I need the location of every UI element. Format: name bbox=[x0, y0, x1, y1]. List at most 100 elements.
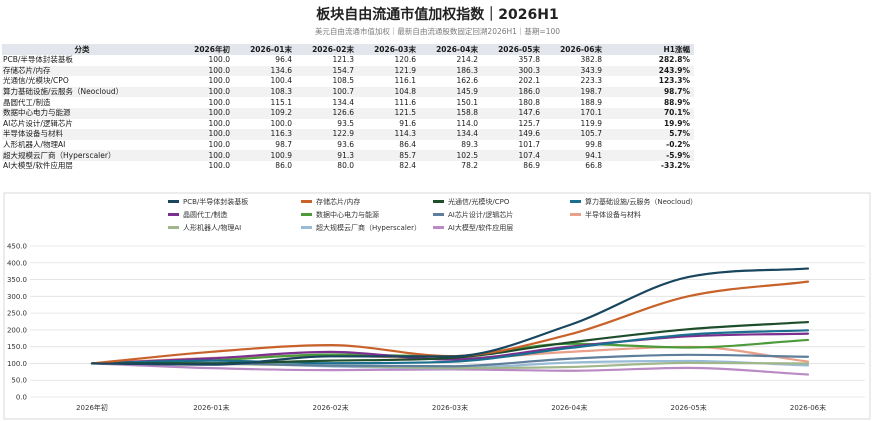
header-col-7: 2026-06末 bbox=[544, 44, 606, 55]
y-tick-label: 350.0 bbox=[7, 276, 27, 284]
x-axis: 2026年初 2026-01末 2026-02末 2026-03末 2026-04末 20… bbox=[76, 403, 826, 412]
row-value: 158.8 bbox=[420, 107, 482, 119]
row-change: 19.9% bbox=[663, 118, 690, 128]
table-row: 存储芯片/内存 100.0 134.6 154.7 121.9 186.3 300.3 343… bbox=[2, 65, 694, 77]
row-value: 85.7 bbox=[358, 150, 420, 161]
y-tick-label: 200.0 bbox=[7, 326, 27, 334]
chart-legend: PCB/半导体封装基板 存储芯片/内存 光通信/光模块/CPO 算力基础设施/云服务（… bbox=[168, 197, 697, 232]
y-tick-label: 150.0 bbox=[7, 343, 27, 351]
row-label: 人形机器人/物理AI bbox=[3, 140, 66, 150]
row-value: 343.9 bbox=[544, 65, 606, 77]
row-value: 134.4 bbox=[420, 129, 482, 140]
table-row: PCB/半导体封装基板 100.0 96.4 121.3 120.6 214.2 357.8… bbox=[2, 55, 694, 66]
row-value: 170.1 bbox=[544, 107, 606, 119]
x-tick-label: 2026-03末 bbox=[432, 403, 468, 412]
row-value: 91.3 bbox=[296, 150, 358, 161]
row-change: 243.9% bbox=[606, 65, 694, 77]
row-value: 134.6 bbox=[234, 65, 296, 77]
x-tick-label: 2026-04末 bbox=[551, 403, 587, 412]
row-value: 100.0 bbox=[208, 140, 230, 150]
y-tick-label: 100.0 bbox=[7, 360, 27, 368]
x-tick-label: 2026-01末 bbox=[193, 403, 229, 412]
row-label: AI大模型/软件应用层 bbox=[3, 161, 73, 171]
row-value: 111.6 bbox=[394, 97, 416, 107]
page-subtitle: 美元自由流通市值加权｜最新自由流通股数固定回溯2026H1｜基期=100 bbox=[314, 27, 561, 36]
row-value: 119.9 bbox=[580, 118, 602, 128]
row-value: 108.5 bbox=[332, 76, 354, 86]
x-tick-label: 2026-05末 bbox=[671, 403, 707, 412]
row-value: 100.0 bbox=[162, 107, 234, 119]
row-value: 94.1 bbox=[544, 150, 606, 161]
row-value: 101.7 bbox=[518, 140, 540, 150]
row-value: 147.6 bbox=[482, 107, 544, 119]
row-value: 149.6 bbox=[482, 129, 544, 140]
row-value: 100.0 bbox=[208, 55, 230, 65]
row-value: 102.5 bbox=[420, 150, 482, 161]
row-value: 86.4 bbox=[399, 140, 416, 150]
y-tick-label: 50.0 bbox=[11, 377, 27, 385]
row-value: 93.5 bbox=[337, 118, 354, 128]
row-value: 107.4 bbox=[482, 150, 544, 161]
table-body: PCB/半导体封装基板 100.0 96.4 121.3 120.6 214.2 357.8… bbox=[2, 55, 694, 172]
row-value: 198.7 bbox=[544, 86, 606, 98]
row-label: PCB/半导体封装基板 bbox=[3, 55, 73, 65]
row-change: -33.2% bbox=[660, 161, 690, 171]
row-change: -0.2% bbox=[666, 140, 690, 150]
row-value: 121.9 bbox=[358, 65, 420, 77]
row-value: 100.0 bbox=[208, 97, 230, 107]
header-col-3: 2026-02末 bbox=[296, 44, 358, 55]
row-label: AI芯片设计/逻辑芯片 bbox=[3, 118, 73, 128]
legend-label: 人形机器人/物理AI bbox=[183, 223, 241, 232]
row-value: 89.3 bbox=[461, 140, 478, 150]
row-value: 115.1 bbox=[270, 97, 292, 107]
x-tick-label: 2026-06末 bbox=[790, 403, 826, 412]
row-change: 282.8% bbox=[658, 55, 690, 65]
chart-grid bbox=[3, 192, 871, 420]
series-line bbox=[90, 267, 810, 366]
row-value: 145.9 bbox=[420, 86, 482, 98]
row-change: 5.7% bbox=[606, 129, 694, 140]
table-row: 数据中心电力与能源 100.0 109.2 126.6 121.5 158.8 147.6 1… bbox=[2, 107, 694, 119]
row-value: 109.2 bbox=[234, 107, 296, 119]
row-value: 66.8 bbox=[585, 161, 602, 171]
table-row: 算力基础设施/云服务（Neocloud） 100.0 108.3 100.7 104.8… bbox=[2, 86, 694, 98]
y-tick-label: 400.0 bbox=[7, 259, 27, 267]
row-value: 78.2 bbox=[461, 161, 478, 171]
row-value: 300.3 bbox=[482, 65, 544, 77]
row-value: 100.9 bbox=[234, 150, 296, 161]
header-col-4: 2026-03末 bbox=[358, 44, 420, 55]
row-value: 100.7 bbox=[296, 86, 358, 98]
table-row: 超大规模云厂商（Hyperscaler） 100.0 100.9 91.3 85.7 10… bbox=[2, 150, 694, 161]
line-chart: PCB/半导体封装基板 存储芯片/内存 光通信/光模块/CPO 算力基础设施/云服务（… bbox=[3, 192, 871, 420]
row-value: 114.3 bbox=[358, 129, 420, 140]
row-value: 116.3 bbox=[234, 129, 296, 140]
row-value: 100.0 bbox=[208, 76, 230, 86]
legend-label: AI芯片设计/逻辑芯片 bbox=[448, 210, 513, 219]
row-value: 162.6 bbox=[456, 76, 478, 86]
legend-label: 半导体设备与材料 bbox=[585, 210, 641, 219]
row-value: 122.9 bbox=[296, 129, 358, 140]
row-change: -5.9% bbox=[606, 150, 694, 161]
row-label: 数据中心电力与能源 bbox=[2, 107, 162, 119]
header-category: 分类 bbox=[2, 44, 162, 55]
x-tick-label: 2026年初 bbox=[76, 403, 108, 412]
row-value: 121.3 bbox=[332, 55, 354, 65]
row-value: 96.4 bbox=[275, 55, 292, 65]
row-value: 100.0 bbox=[162, 150, 234, 161]
table-row: AI大模型/软件应用层 100.0 86.0 80.0 82.4 78.2 86.9 66.8… bbox=[2, 161, 694, 172]
row-label: 晶圆代工/制造 bbox=[3, 97, 51, 107]
row-value: 100.4 bbox=[270, 76, 292, 86]
row-label: 超大规模云厂商（Hyperscaler） bbox=[2, 150, 162, 161]
row-value: 223.3 bbox=[580, 76, 602, 86]
series-line bbox=[90, 332, 810, 365]
row-value: 126.6 bbox=[296, 107, 358, 119]
row-value: 121.5 bbox=[358, 107, 420, 119]
row-value: 80.0 bbox=[337, 161, 354, 171]
row-value: 114.0 bbox=[456, 118, 478, 128]
row-value: 382.8 bbox=[580, 55, 602, 65]
table-header-row: 分类 2026年初 2026-01末 2026-02末 2026-03末 2026-04末… bbox=[2, 44, 694, 55]
row-value: 125.7 bbox=[518, 118, 540, 128]
page-title: 板块自由流通市值加权指数｜2026H1 bbox=[316, 7, 559, 23]
row-value: 214.2 bbox=[456, 55, 478, 65]
row-value: 186.0 bbox=[482, 86, 544, 98]
